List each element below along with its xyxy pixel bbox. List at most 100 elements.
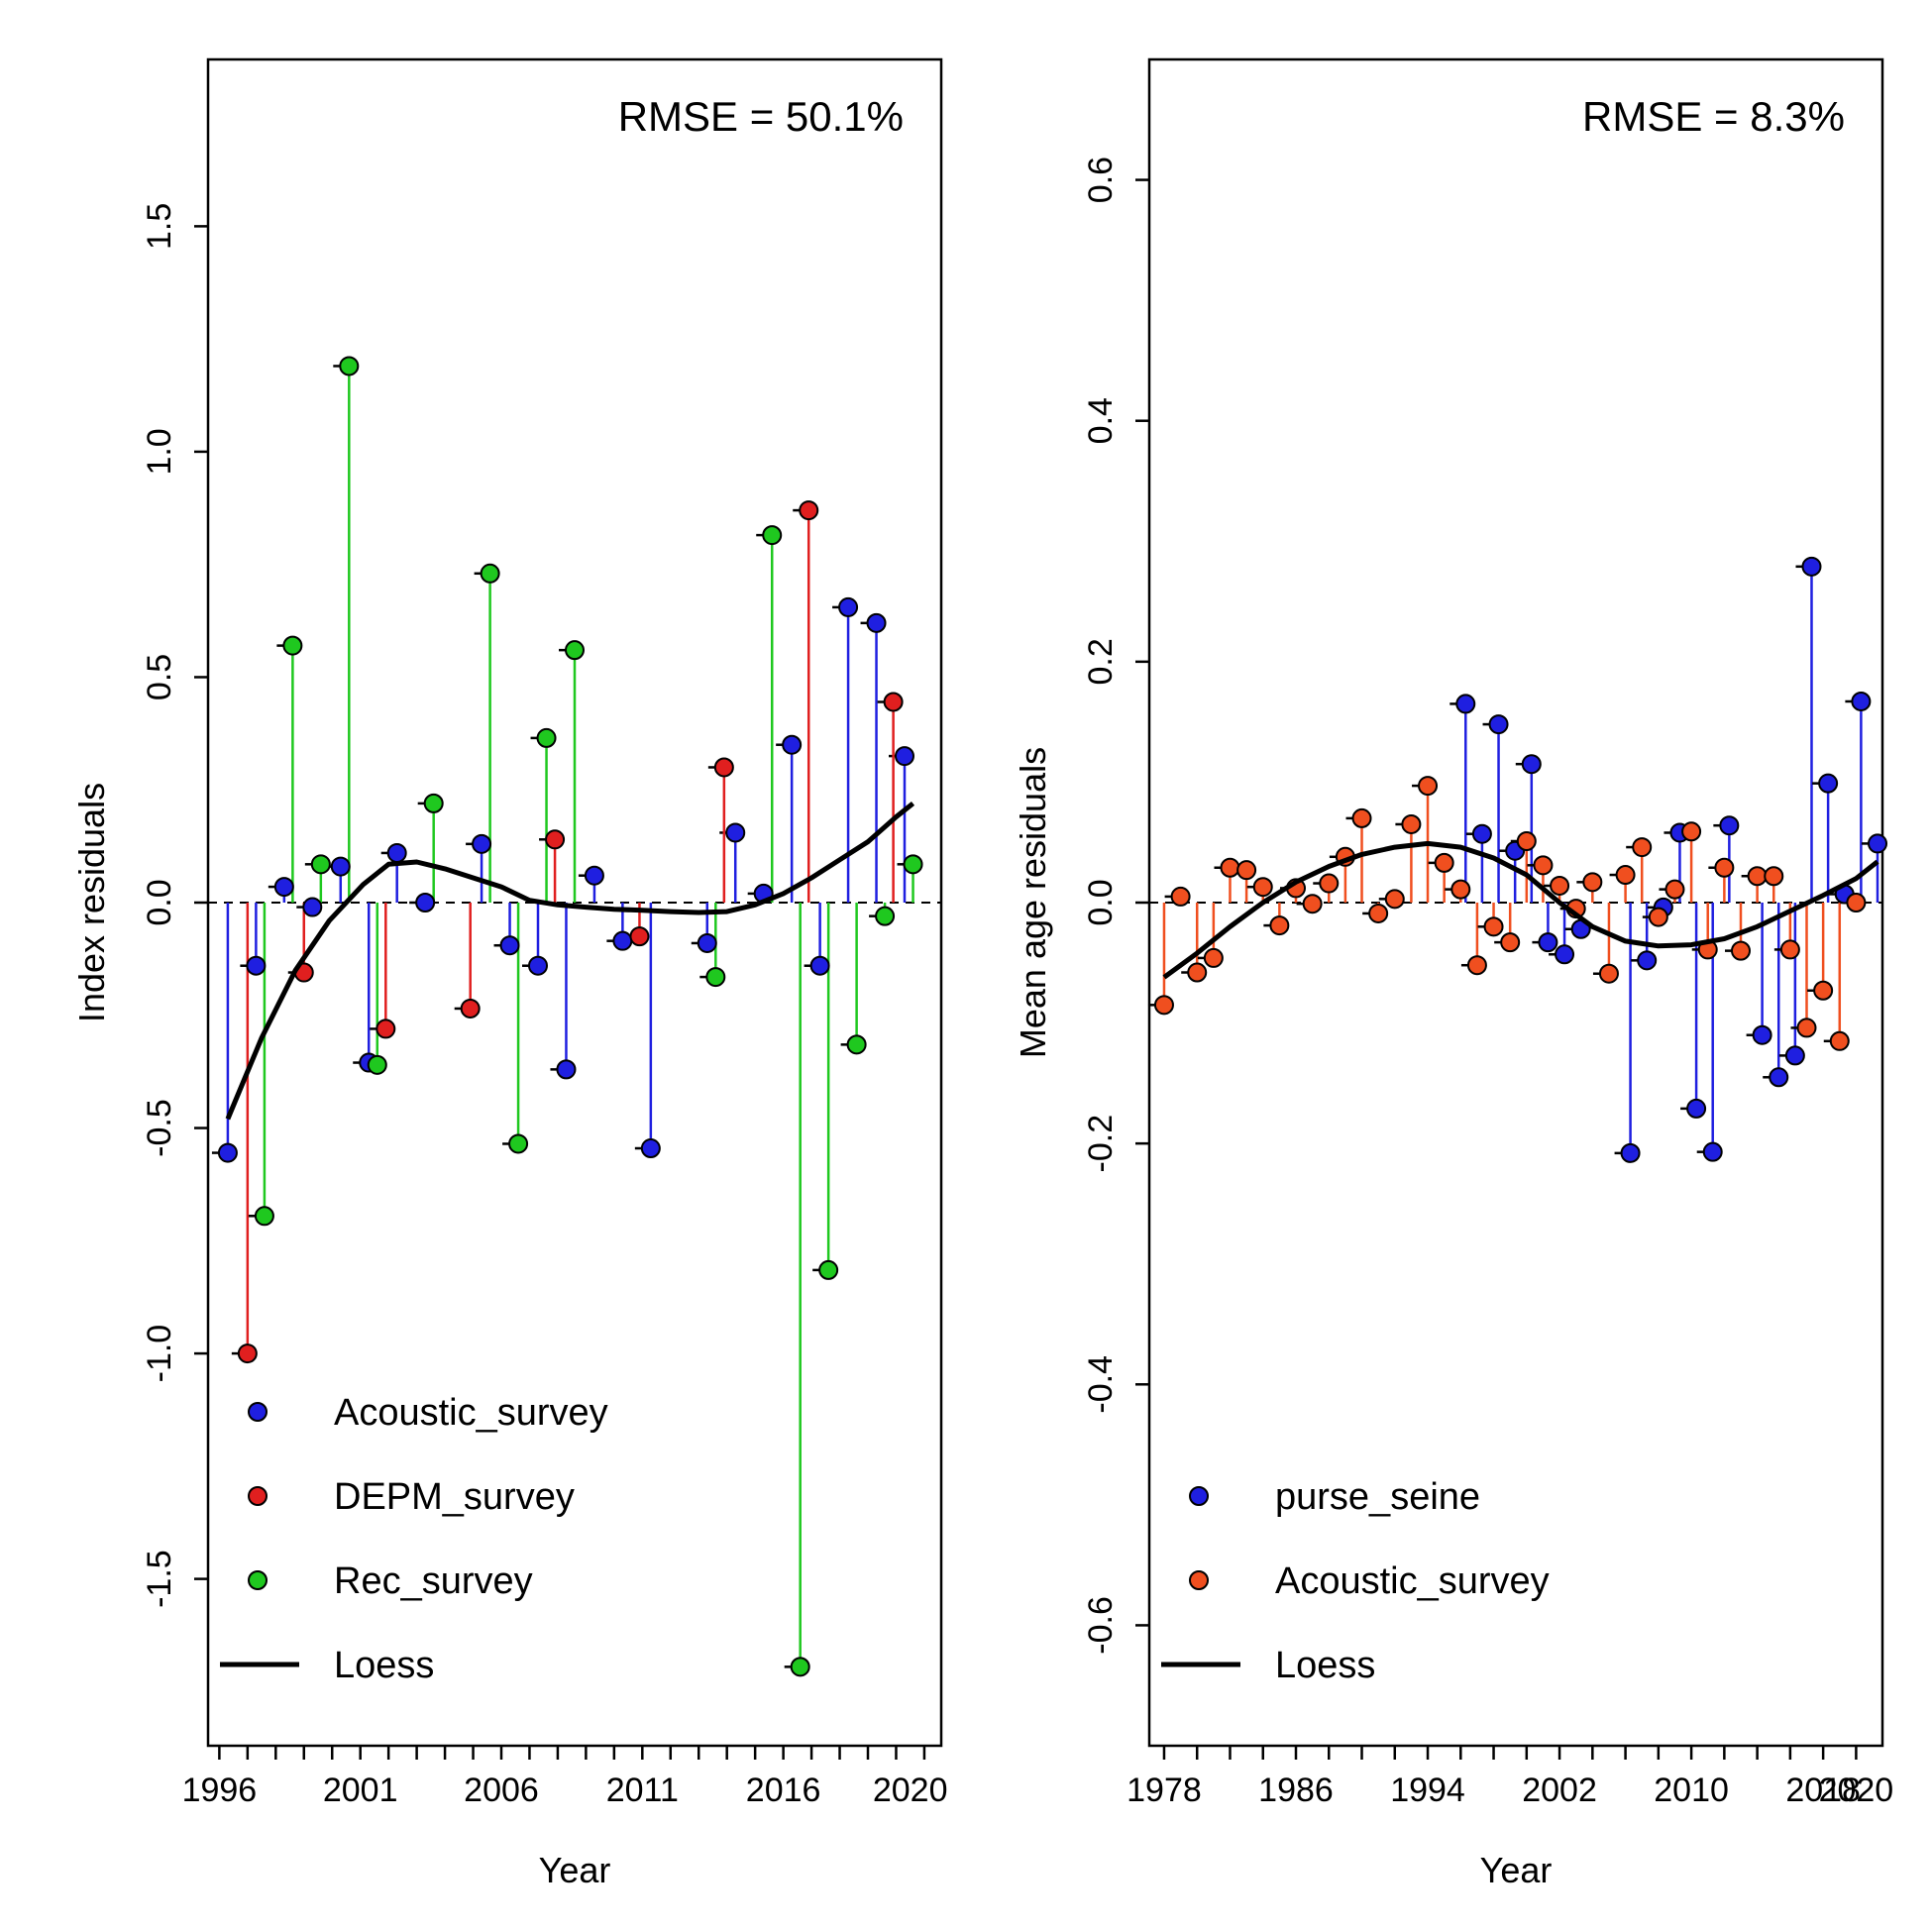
left-depm-survey-point [713,757,734,778]
left-legend-depm-survey-swatch [248,1486,268,1506]
right-acoustic-survey-point [1319,873,1340,894]
left-depm-survey-point [376,1019,396,1039]
right-acoustic-survey-point [1664,879,1685,900]
left-y-tick-label: 1.5 [141,203,178,250]
right-acoustic-survey-point [1434,852,1454,873]
right-acoustic-survey-point [1615,865,1636,886]
right-acoustic-survey-point [1466,955,1487,976]
right-purse-seine-point [1455,694,1476,714]
right-x-tick-label: 2002 [1522,1771,1597,1809]
left-legend-rec-survey-swatch [248,1570,268,1590]
right-legend: purse_seine Acoustic_survey Loess [1161,1476,1550,1686]
left-acoustic-survey-point [895,746,914,767]
left-depm-survey-point [237,1343,258,1364]
left-acoustic-survey-point [528,955,548,976]
right-purse-seine-point [1784,1045,1805,1066]
right-y-axis-label: Mean age residuals [1013,747,1053,1058]
left-y-tick-label: 0.0 [141,879,178,925]
right-acoustic-survey-point [1779,939,1800,960]
right-acoustic-survey-point [1632,837,1653,858]
right-purse-seine-point [1637,950,1658,971]
left-rec-survey-point [480,563,500,584]
left-depm-survey-point [883,692,904,712]
right-x-tick-label: 2018 [1785,1771,1861,1809]
left-rec-survey-point [339,356,360,376]
left-acoustic-survey-point [556,1059,577,1080]
right-purse-seine-point [1555,944,1575,965]
left-x-tick-label: 2016 [746,1771,821,1809]
left-rec-survey-point [536,727,557,748]
right-acoustic-survey-point [1170,886,1191,907]
left-y-tick-label: 1.0 [141,428,178,475]
right-acoustic-survey-point [1747,866,1768,887]
left-loess-curve [225,801,915,1121]
left-y-tick-label: 0.5 [141,654,178,700]
left-axis-ticks: -1.5 -1.0 -0.5 0.0 0.5 1.0 1.5 1996 2001 2006 2011… [141,203,948,1809]
right-legend-acoustic-survey-label: Acoustic_survey [1275,1560,1550,1602]
left-legend-acoustic-survey-swatch [248,1402,268,1422]
left-rec-survey-point [367,1054,387,1075]
right-x-tick-label: 1978 [1127,1771,1202,1809]
left-x-tick-label: 1996 [182,1771,258,1809]
right-y-tick-label: 0.2 [1082,638,1120,685]
left-acoustic-survey-point [302,897,323,917]
right-purse-seine-point [1752,1024,1772,1045]
left-acoustic-survey-point [584,865,604,886]
left-acoustic-survey-point [612,930,633,951]
left-rec-survey-point [790,1657,810,1677]
left-y-axis-label: Index residuals [71,783,112,1022]
left-rec-survey-point [818,1259,839,1280]
right-legend-purse-seine-label: purse_seine [1275,1476,1480,1518]
left-depm-survey-point [629,926,650,947]
right-y-tick-label: -0.4 [1082,1355,1120,1414]
left-acoustic-survey-point [809,955,830,976]
left-depm-survey-point [799,500,819,521]
left-acoustic-survey-point [640,1138,661,1159]
index-residuals-panel: RMSE = 50.1% Year Index residuals -1.5-1… [71,57,948,1890]
left-legend-rec-survey-label: Rec_survey [334,1560,533,1602]
right-acoustic-survey-point [1450,879,1471,900]
left-y-tick-label: -0.5 [141,1099,178,1157]
right-y-tick-label: 0.6 [1082,157,1120,203]
left-acoustic-survey-point [782,734,803,755]
left-acoustic-survey-point [697,932,717,953]
left-depm-survey-point [545,829,566,850]
left-acoustic-survey-point [725,822,746,843]
right-acoustic-survey-point [1187,962,1208,983]
left-acoustic-survey-point [415,893,436,912]
left-rec-survey-point [423,793,444,813]
left-acoustic-survey-point [217,1142,238,1163]
left-rec-survey-point [282,635,303,656]
left-acoustic-survey-point [838,596,859,617]
right-acoustic-survey-point [1829,1030,1850,1051]
left-x-axis-label: Year [539,1850,611,1890]
right-legend-purse-seine-swatch [1189,1486,1209,1506]
right-acoustic-survey-point [1252,877,1273,898]
right-loess-curve [1162,840,1879,980]
right-purse-seine-point [1538,932,1558,953]
left-x-tick-label: 2006 [464,1771,539,1809]
right-acoustic-survey-point [1516,830,1537,851]
right-acoustic-survey-point [1681,821,1702,842]
right-points [1153,556,1888,1163]
left-points [217,356,923,1677]
right-purse-seine-point [1719,815,1740,836]
right-legend-acoustic-survey-swatch [1189,1570,1209,1590]
left-rec-survey-point [254,1206,274,1227]
right-legend-loess-label: Loess [1275,1645,1375,1686]
left-acoustic-survey-point [866,612,887,633]
right-purse-seine-point [1686,1098,1707,1119]
left-rec-survey-point [762,525,783,546]
left-rec-survey-point [310,854,331,875]
right-acoustic-survey-point [1269,915,1290,936]
right-acoustic-survey-point [1730,940,1751,961]
right-purse-seine-point [1620,1142,1641,1163]
right-acoustic-survey-point [1220,857,1240,878]
right-purse-seine-point [1801,556,1822,577]
right-purse-seine-point [1851,691,1872,711]
right-acoustic-survey-point [1401,813,1422,834]
right-x-tick-label: 2010 [1654,1771,1729,1809]
right-acoustic-survey-point [1598,963,1619,984]
right-acoustic-survey-point [1714,857,1735,878]
right-loess [1162,840,1879,980]
